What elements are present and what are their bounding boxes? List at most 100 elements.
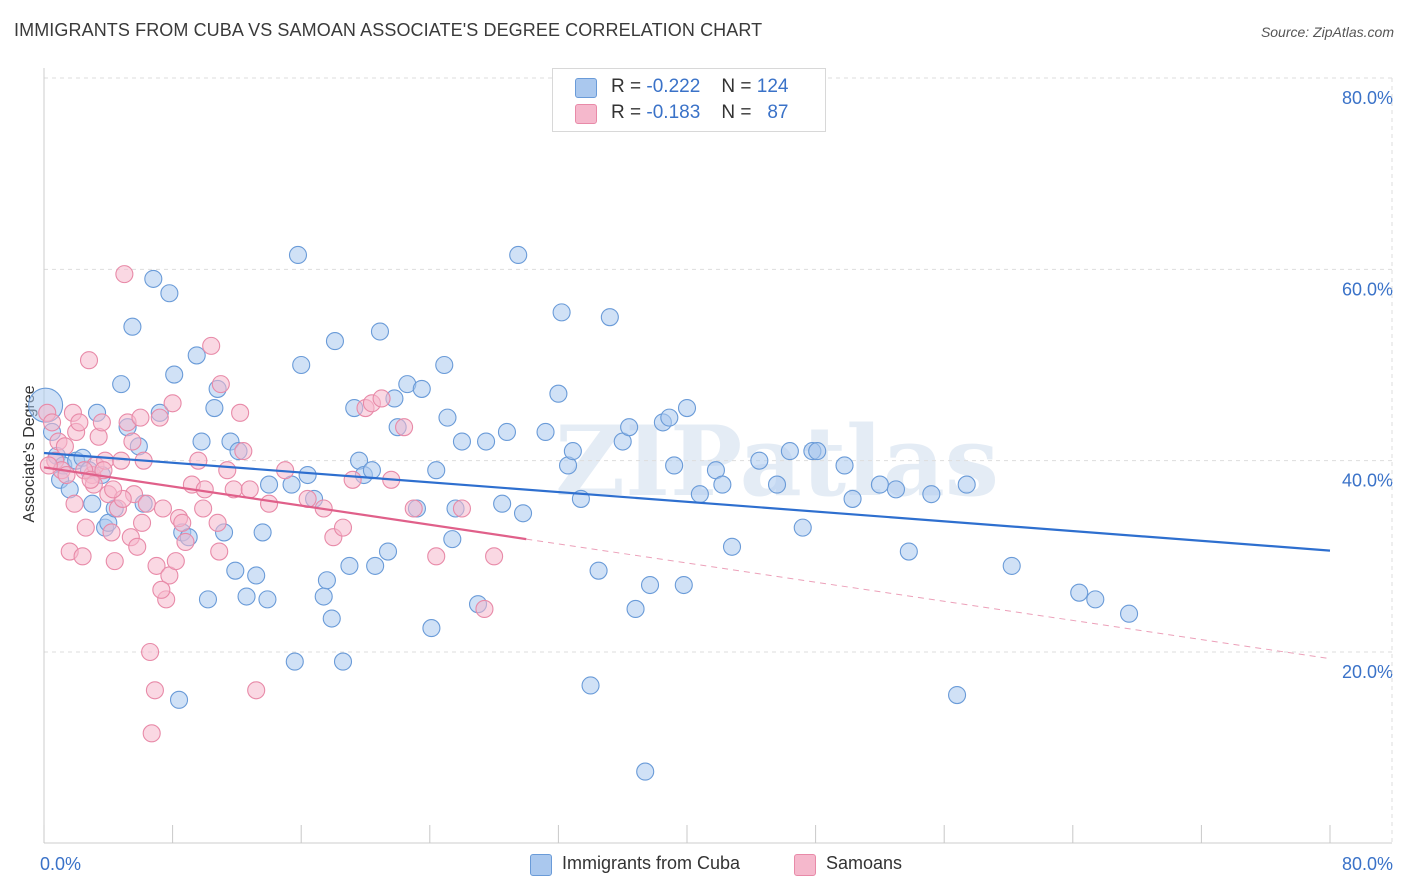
samoa-point (115, 265, 134, 284)
cuba-point (165, 365, 184, 384)
samoa-point (153, 499, 173, 518)
cuba-point (581, 676, 600, 695)
cuba-point (187, 346, 206, 365)
samoa-point (65, 494, 84, 513)
cuba-point (226, 561, 245, 580)
cuba-point (285, 652, 304, 671)
cuba-point (452, 432, 472, 451)
cuba-point (640, 575, 660, 595)
cuba-point (422, 619, 441, 638)
samoa-point (73, 547, 92, 566)
cuba-point (589, 561, 608, 580)
cuba-point (493, 494, 512, 513)
x-tick-label-min: 0.0% (40, 854, 81, 874)
samoa-point (145, 681, 164, 700)
cuba-point (247, 566, 266, 585)
samoa-swatch (794, 854, 816, 876)
cuba-point (1070, 583, 1089, 602)
cuba-point (1120, 604, 1139, 623)
cuba-point (258, 590, 277, 609)
samoa-point (176, 532, 195, 552)
cuba-point (665, 456, 684, 475)
cuba-point (1086, 590, 1105, 609)
y-tick-label: 60.0% (1342, 279, 1393, 299)
cuba-point (674, 575, 693, 595)
cuba-swatch (530, 854, 552, 876)
cuba-point (536, 422, 555, 442)
cuba-point (808, 442, 827, 461)
samoa-point (70, 413, 89, 432)
samoa-point (343, 470, 362, 489)
y-tick-label: 40.0% (1342, 471, 1393, 491)
cuba-point (677, 398, 697, 418)
samoa-point (104, 480, 123, 499)
samoa-point (123, 432, 142, 451)
cuba-point (957, 475, 976, 494)
cuba-point (600, 308, 619, 327)
samoa-point (92, 413, 111, 432)
cuba-point (443, 530, 462, 549)
samoa-point (128, 537, 147, 556)
cuba-point (317, 571, 336, 590)
samoa-point (150, 408, 169, 427)
y-tick-label: 20.0% (1342, 662, 1393, 682)
samoa-point (173, 513, 192, 532)
n-value: 87 (767, 102, 789, 123)
cuba-point (835, 456, 854, 475)
cuba-point (83, 494, 102, 513)
cuba-point (620, 418, 639, 437)
samoa-point (39, 456, 58, 475)
cuba-point (292, 355, 311, 375)
samoa-point (427, 547, 446, 566)
cuba-point (563, 442, 582, 461)
samoa-point (218, 461, 237, 480)
cuba-point (636, 762, 655, 781)
samoa-point (211, 375, 230, 394)
samoa-point (137, 494, 156, 513)
cuba-point (552, 303, 571, 322)
cuba-point (378, 542, 398, 561)
y-tick-label: 80.0% (1342, 88, 1393, 108)
cuba-point (362, 461, 381, 480)
cuba-point (160, 284, 179, 303)
cuba-point (427, 461, 446, 480)
samoa-point (231, 403, 250, 422)
samoa-point (210, 542, 229, 561)
cuba-point (322, 609, 341, 628)
cuba-point (340, 556, 359, 575)
samoa-point (395, 418, 414, 437)
cuba-point (509, 245, 528, 265)
cuba-point (722, 537, 742, 556)
cuba-trendline (43, 451, 1331, 552)
cuba-point (112, 375, 131, 394)
cuba-point (767, 475, 787, 494)
r-label: R = (611, 102, 642, 123)
samoa-point (208, 513, 227, 532)
samoa-point (333, 518, 353, 537)
cuba-point (870, 475, 889, 494)
cuba-point (198, 590, 218, 609)
samoa-point (147, 556, 166, 575)
r-value: -0.183 (646, 102, 701, 123)
samoa-trendline-extension (526, 538, 1331, 660)
samoa-point (102, 523, 121, 542)
samoa-point (163, 394, 182, 413)
samoa-point (42, 413, 62, 432)
legend-label: Samoans (826, 853, 903, 873)
stats-legend: R = -0.222 N = 124 R = -0.183 N = 87 (552, 68, 826, 132)
cuba-point (237, 587, 256, 606)
cuba-point (325, 332, 345, 351)
cuba-point (288, 245, 308, 265)
cuba-point (205, 398, 224, 418)
samoa-trendline (43, 466, 527, 541)
samoa-point (76, 518, 95, 537)
r-value: -0.222 (646, 76, 701, 97)
samoa-point (194, 499, 213, 518)
cuba-point (899, 542, 918, 561)
samoa-point (404, 499, 423, 518)
cuba-point (793, 518, 812, 537)
chart-title: IMMIGRANTS FROM CUBA VS SAMOAN ASSOCIATE… (14, 20, 763, 40)
cuba-point (169, 690, 189, 709)
cuba-point (144, 269, 163, 288)
